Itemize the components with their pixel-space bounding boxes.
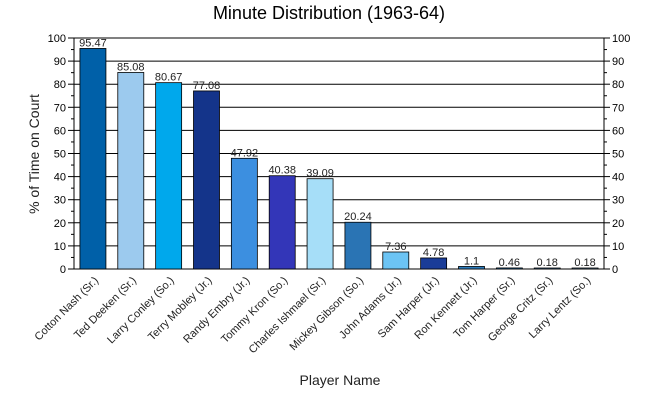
category-label-7: Mickey Gibson (So.)	[288, 275, 367, 354]
left-tick-label-20: 20	[54, 218, 66, 230]
left-tick-label-30: 30	[54, 195, 66, 207]
axes	[68, 37, 610, 270]
bar-10	[458, 266, 485, 270]
data-label-11: 0.46	[499, 257, 520, 269]
data-label-6: 39.09	[306, 168, 334, 180]
bar-6	[306, 178, 334, 270]
category-label-0: Cotton Nash (Sr.)	[32, 275, 101, 344]
data-label-7: 20.24	[344, 211, 372, 223]
right-tick-label-0: 0	[612, 264, 618, 276]
data-label-8: 7.36	[385, 241, 406, 253]
bar-0	[79, 48, 107, 270]
data-label-5: 40.38	[268, 165, 296, 177]
left-tick-label-50: 50	[54, 149, 66, 161]
bar-4	[230, 157, 258, 270]
chart-title: Minute Distribution (1963-64)	[213, 3, 445, 23]
data-label-1: 85.08	[117, 61, 145, 73]
category-label-4: Randy Embry (Jr.)	[181, 275, 252, 346]
right-tick-label-40: 40	[612, 172, 624, 184]
right-tick-label-50: 50	[612, 149, 624, 161]
data-label-0: 95.47	[79, 37, 107, 49]
left-tick-label-0: 0	[60, 264, 66, 276]
bar-11	[495, 267, 523, 270]
bar-8	[382, 251, 410, 270]
left-tick-label-40: 40	[54, 172, 66, 184]
category-label-2: Larry Conley (So.)	[105, 275, 177, 347]
gridlines	[74, 37, 604, 270]
data-label-9: 4.78	[423, 247, 444, 259]
left-tick-label-90: 90	[54, 56, 66, 68]
data-label-12: 0.18	[537, 257, 558, 269]
left-tick-label-70: 70	[54, 102, 66, 114]
category-label-5: Tommy Kron (So.)	[219, 275, 290, 346]
bar-2	[155, 82, 183, 270]
category-label-12: George Critz (Sr.)	[486, 275, 555, 344]
bar-1	[117, 72, 145, 270]
bar-12	[533, 267, 561, 270]
data-label-10: 1.1	[464, 255, 479, 267]
right-tick-label-60: 60	[612, 125, 624, 137]
left-tick-label-60: 60	[54, 125, 66, 137]
right-tick-label-70: 70	[612, 102, 624, 114]
bar-7	[344, 221, 372, 270]
bar-9	[420, 257, 448, 270]
bar-5	[268, 175, 296, 270]
x-axis-label: Player Name	[300, 372, 381, 388]
data-label-2: 80.67	[155, 72, 183, 84]
data-label-4: 47.92	[231, 147, 259, 159]
left-tick-label-80: 80	[54, 79, 66, 91]
bar-13	[571, 267, 599, 270]
right-tick-label-10: 10	[612, 241, 624, 253]
data-label-13: 0.18	[574, 257, 595, 269]
right-tick-label-90: 90	[612, 56, 624, 68]
left-tick-label-10: 10	[54, 241, 66, 253]
left-tick-label-100: 100	[48, 33, 66, 45]
right-tick-label-20: 20	[612, 218, 624, 230]
right-tick-label-30: 30	[612, 195, 624, 207]
data-label-3: 77.08	[193, 80, 221, 92]
bar-3	[193, 90, 220, 270]
bars	[79, 48, 599, 270]
right-tick-label-80: 80	[612, 79, 624, 91]
y-axis-label: % of Time on Court	[26, 94, 42, 214]
right-tick-label-100: 100	[612, 33, 630, 45]
category-label-3: Terry Mobley (Jr.)	[146, 275, 215, 344]
